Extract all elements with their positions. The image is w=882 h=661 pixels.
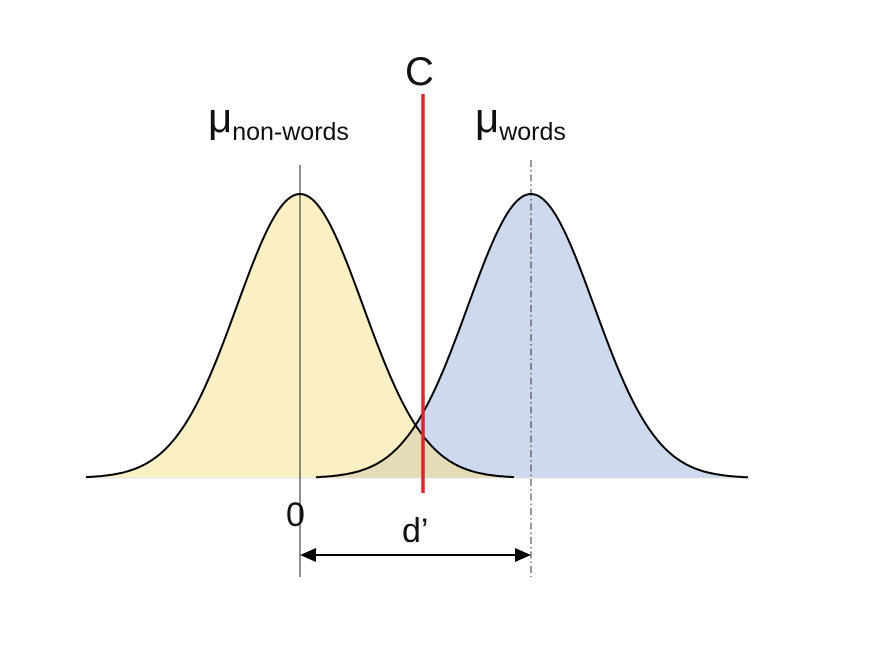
nonwords-subscript: non-words	[232, 118, 349, 146]
left-arrowhead	[300, 548, 316, 562]
nonwords-distribution-curve	[85, 192, 515, 479]
words-distribution-fill	[316, 194, 748, 478]
right-arrowhead	[515, 548, 531, 562]
words-distribution-curve	[315, 193, 748, 479]
nonwords-mean-label: μnon-words	[208, 94, 349, 147]
d-prime-arrow	[300, 548, 531, 562]
mu-symbol: μ	[208, 94, 233, 141]
words-mean-label: μwords	[475, 94, 566, 147]
words-subscript: words	[499, 118, 566, 146]
criterion-label: C	[405, 50, 434, 94]
mu-symbol: μ	[475, 94, 500, 141]
zero-label: 0	[286, 496, 305, 534]
overlap-region	[316, 425, 514, 478]
d-prime-label: d’	[402, 512, 429, 550]
